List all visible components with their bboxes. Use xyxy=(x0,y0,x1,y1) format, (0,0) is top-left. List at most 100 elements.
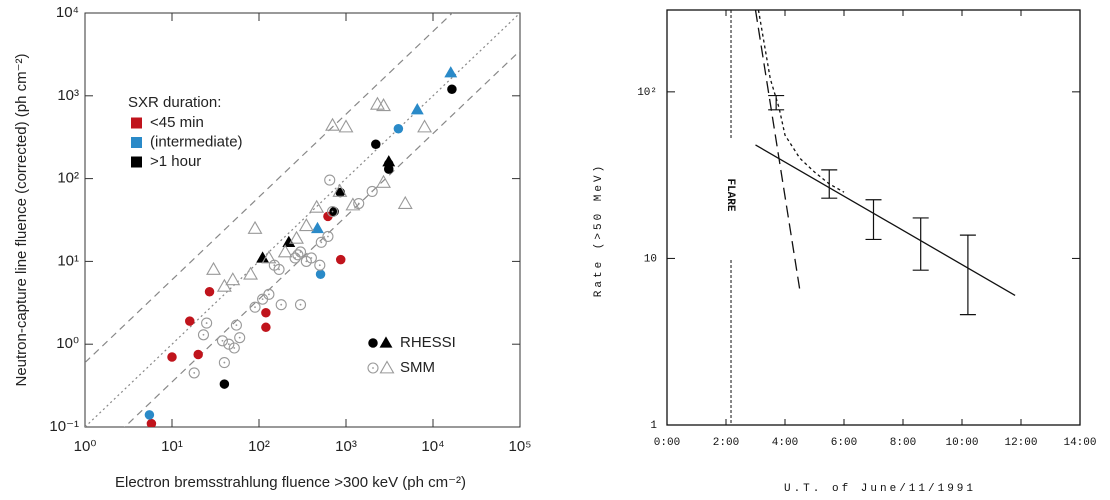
point xyxy=(393,123,404,134)
point-center xyxy=(331,210,334,213)
series-line xyxy=(754,10,801,290)
point xyxy=(335,254,346,265)
point-center xyxy=(372,367,374,369)
point xyxy=(447,84,457,94)
point xyxy=(193,349,203,360)
point xyxy=(294,299,307,311)
x-tick-label: 10⁵ xyxy=(509,438,532,455)
legend-title: SXR duration: xyxy=(128,94,221,111)
point-center xyxy=(238,336,241,339)
point xyxy=(204,286,215,297)
point xyxy=(188,367,200,379)
point xyxy=(277,244,293,258)
y-tick-label: 10⁰ xyxy=(56,335,79,352)
point-center xyxy=(261,298,264,301)
point xyxy=(146,418,157,427)
point xyxy=(324,174,336,186)
flare-label-bg xyxy=(723,140,740,258)
point xyxy=(261,322,271,333)
point-center xyxy=(254,306,256,309)
point xyxy=(228,342,240,354)
point xyxy=(376,174,391,188)
point xyxy=(338,119,354,133)
legend-label: <45 min xyxy=(150,114,204,131)
point-center xyxy=(310,257,313,259)
y-tick-label: 1 xyxy=(650,420,657,432)
legend-label: SMM xyxy=(400,359,435,376)
point xyxy=(371,139,381,149)
legend-label: (intermediate) xyxy=(150,133,243,150)
x-tick-label: 2:00 xyxy=(713,437,739,449)
y-tick-label: 10² xyxy=(57,170,79,187)
point-center xyxy=(320,241,323,244)
point xyxy=(368,338,378,348)
y-tick-label: 10² xyxy=(637,87,657,99)
x-tick-label: 10⁴ xyxy=(421,438,444,455)
point xyxy=(201,317,213,329)
point-center xyxy=(357,202,360,205)
error-bar xyxy=(912,217,929,271)
y-axis-label: Rate (>50 MeV) xyxy=(593,163,605,297)
point xyxy=(298,218,314,232)
scatter-chart: 10⁰ 10¹ 10² 10³ 10⁴ 10⁵ 10⁻¹ 10⁰ 10¹ 10² 10³ 10⁴ Ele… xyxy=(13,4,532,491)
legend-swatch xyxy=(131,137,142,148)
point xyxy=(315,236,327,248)
point xyxy=(219,379,230,389)
point xyxy=(294,246,307,258)
series-line xyxy=(757,10,845,193)
x-tick-label: 12:00 xyxy=(1004,437,1037,449)
error-bar xyxy=(821,169,838,199)
x-tick-label: 10⁰ xyxy=(74,438,97,455)
point xyxy=(249,301,261,313)
error-bar xyxy=(959,234,976,316)
point xyxy=(325,117,340,131)
rate-chart: 0:00 2:00 4:00 6:00 8:00 10:00 12:00 14:00 1 10 10… xyxy=(593,9,1097,495)
point xyxy=(223,338,235,350)
point-center xyxy=(327,235,329,238)
y-tick-label: 10³ xyxy=(57,87,79,104)
point xyxy=(243,266,259,280)
point xyxy=(322,230,334,243)
x-tick-label: 10³ xyxy=(335,438,357,455)
point xyxy=(309,199,325,213)
point-center xyxy=(371,190,374,193)
point xyxy=(234,332,246,344)
point-center xyxy=(299,251,302,253)
point xyxy=(185,316,195,326)
point-center xyxy=(227,343,230,346)
point xyxy=(206,261,221,275)
point-center xyxy=(328,179,331,181)
point xyxy=(289,230,304,244)
point-center xyxy=(193,372,196,374)
point xyxy=(367,362,379,374)
point xyxy=(263,288,275,300)
point xyxy=(345,197,361,211)
x-tick-label: 6:00 xyxy=(831,437,857,449)
point xyxy=(273,263,285,275)
x-tick-label: 10:00 xyxy=(945,437,978,449)
series-line xyxy=(755,144,1016,296)
y-tick-label: 10 xyxy=(644,253,657,265)
ratio-line xyxy=(85,13,520,427)
point-center xyxy=(235,324,238,327)
point xyxy=(379,336,393,348)
legend-label: RHESSI xyxy=(400,334,456,351)
point xyxy=(144,410,155,420)
y-tick-label: 10¹ xyxy=(57,252,79,269)
point xyxy=(230,319,242,331)
error-bar xyxy=(768,94,785,111)
plot-area xyxy=(754,10,1016,316)
flare-label: FLARE xyxy=(724,178,736,211)
point-center xyxy=(273,264,276,267)
point xyxy=(216,278,232,292)
point xyxy=(397,195,413,209)
x-axis-label: Electron bremsstrahlung fluence >300 keV… xyxy=(115,474,466,491)
point xyxy=(197,329,210,341)
point xyxy=(218,357,230,369)
point xyxy=(326,205,339,218)
point xyxy=(261,307,271,318)
point-center xyxy=(278,268,280,271)
point xyxy=(261,250,277,264)
point xyxy=(275,299,287,311)
